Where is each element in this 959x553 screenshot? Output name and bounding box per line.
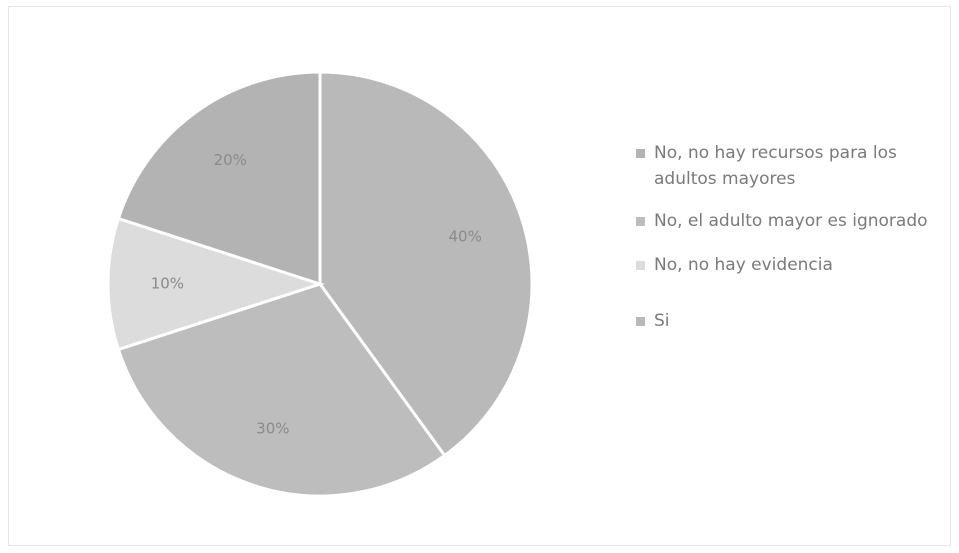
data-label-no-no-hay-recursos-para-los-adultos-mayores: 20% [214,151,247,169]
legend-item-no-el-adulto-mayor-es-ignorado: No, el adulto mayor es ignorado [636,208,946,234]
pie-slice-no-el-adulto-mayor-es-ignorado [116,282,447,498]
legend-swatch [636,149,645,158]
data-label-si: 40% [448,227,481,245]
pie-slice-si [318,70,534,458]
legend-item-si: Si [636,308,946,334]
pie-slice-no-no-hay-evidencia [106,216,325,352]
legend-swatch [636,261,645,270]
pie-data-labels: 40% 30% 10% 20% [151,151,482,438]
legend-label: Si [654,311,670,331]
legend-label: No, el adulto mayor es ignorado [654,211,928,231]
legend-swatch [636,217,645,226]
legend-label: No, no hay recursos para los adultos may… [654,143,897,189]
legend-item-no-no-hay-recursos-para-los-adultos-mayores: No, no hay recursos para los adultos may… [636,140,946,192]
data-label-no-no-hay-evidencia: 10% [151,275,184,293]
legend-label: No, no hay evidencia [654,255,833,275]
legend-item-no-no-hay-evidencia: No, no hay evidencia [636,252,946,278]
pie-slices [106,70,534,498]
legend-swatch [636,317,645,326]
legend: No, no hay recursos para los adultos may… [636,140,946,334]
data-label-no-el-adulto-mayor-es-ignorado: 30% [256,420,289,438]
pie-slice-no-no-hay-recursos-para-los-adultos-mayores [116,70,322,287]
